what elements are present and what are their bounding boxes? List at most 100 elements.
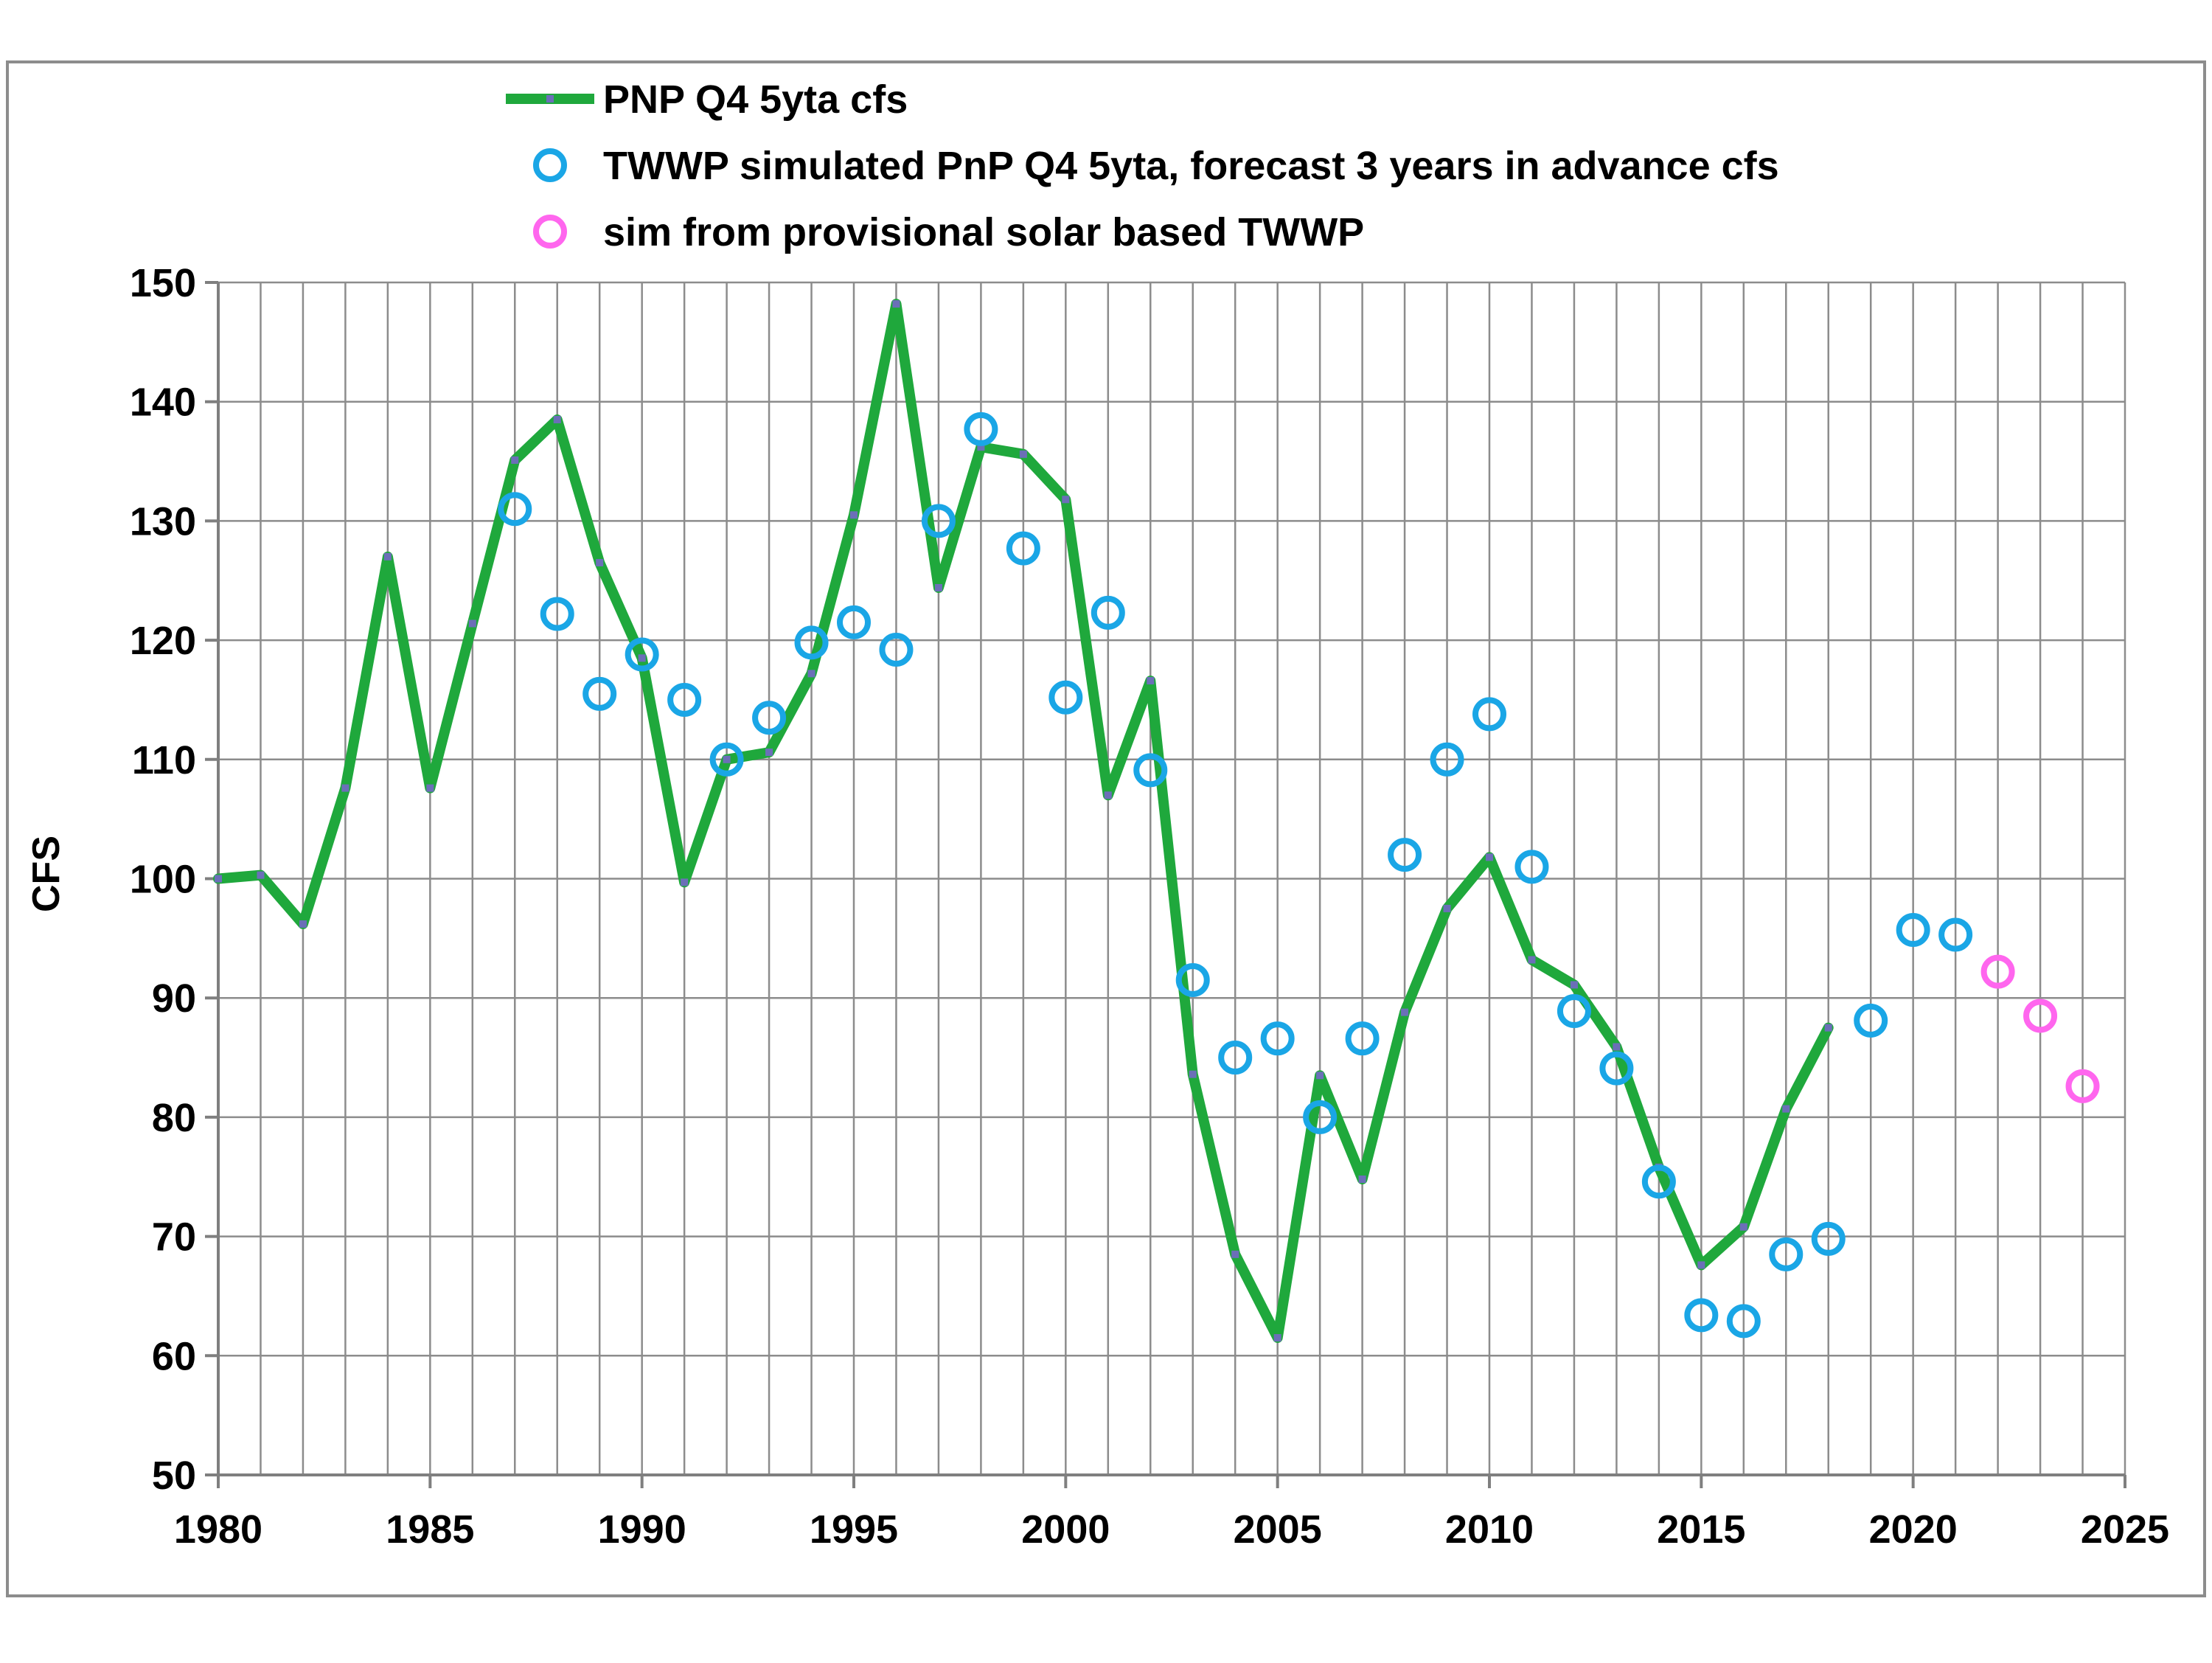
data-point-twwp [625,637,659,672]
x-tick-label: 2000 [1021,1507,1110,1552]
data-point-twwp [1133,753,1168,788]
x-tick-label: 1990 [598,1507,686,1552]
x-tick-label: 2025 [2081,1507,2169,1552]
axes: 50 60 70 80 90 100 110 120 130 140 150 1980 1985 1990… [130,261,2169,1552]
data-point-pnp [1739,1223,1747,1231]
y-tick-label: 120 [130,619,196,663]
data-point-pnp [383,552,392,560]
data-point-twwp [1006,531,1040,566]
data-point-pnp [1316,1072,1324,1080]
data-point-twwp [879,633,914,667]
data-point-pnp [934,583,942,591]
data-point-twwp [1514,850,1549,884]
data-point-twwp [1260,1021,1295,1056]
data-point-pnp [1104,791,1112,799]
data-point-pnp [257,871,265,879]
data-point-pnp [553,415,561,423]
x-tick-label: 1995 [810,1507,898,1552]
data-point-pnp [1824,1024,1832,1032]
y-tick-label: 70 [152,1215,196,1260]
data-point-pnp [1782,1105,1790,1113]
y-tick-label: 110 [132,738,196,782]
data-point-pnp [638,654,646,662]
y-tick-label: 50 [152,1454,196,1498]
y-axis-label: CFS [25,836,68,912]
data-point-twwp [964,412,998,446]
data-point-pnp [807,670,815,678]
data-point-pnp [1019,450,1027,458]
data-point-pnp [596,558,604,566]
data-point-twwp [709,742,744,777]
data-point-pnp [1570,981,1578,989]
data-point-twwp [1048,680,1083,715]
data-point-pnp [977,443,985,451]
data-point-twwp [921,504,956,538]
data-point-twwp [582,676,617,711]
y-tick-label: 80 [152,1096,196,1140]
data-point-twwp [837,605,871,639]
data-point-twwp [1938,917,1973,952]
data-point-twwp [498,492,532,527]
data-point-twwp [1557,993,1591,1028]
data-point-twwp [1896,913,1930,948]
y-tick-label: 150 [130,261,196,305]
x-tick-label: 1980 [174,1507,262,1552]
data-point-twwp [1769,1237,1804,1271]
data-point-pnp [1443,904,1451,912]
data-point-pnp [1401,1008,1409,1016]
data-point-pnp [341,784,349,792]
data-point-provisional [2065,1069,2100,1103]
legend-marker-provisional [533,215,567,249]
data-point-pnp [1273,1334,1281,1342]
data-point-pnp [511,456,519,464]
data-point-pnp [468,619,476,628]
data-point-twwp [1303,1100,1338,1134]
y-tick-label: 100 [130,858,196,902]
data-point-twwp [1599,1051,1634,1086]
x-tick-label: 2005 [1234,1507,1322,1552]
x-tick-label: 1985 [386,1507,474,1552]
y-tick-label: 90 [152,976,196,1021]
data-point-twwp [794,625,829,660]
legend-label: sim from provisional solar based TWWP [603,210,1364,254]
data-point-pnp [426,784,434,792]
data-point-pnp [299,920,307,928]
data-point-twwp [1684,1298,1719,1333]
data-point-pnp [1486,853,1493,861]
data-point-twwp [1811,1221,1846,1256]
data-point-provisional [1980,954,2015,989]
data-point-pnp [765,749,773,757]
data-point-twwp [1472,697,1506,732]
y-tick-label: 130 [130,499,196,544]
data-point-twwp [1218,1041,1253,1075]
y-tick-label: 60 [152,1334,196,1378]
x-tick-label: 2015 [1657,1507,1745,1552]
data-point-pnp [850,511,858,519]
legend: PNP Q4 5yta cfs TWWP simulated PnP Q4 5yt… [506,77,1779,254]
data-point-twwp [1726,1304,1761,1339]
data-point-pnp [215,875,222,883]
legend-marker-pnp [546,95,554,103]
data-point-pnp [723,755,731,763]
data-point-pnp [681,878,689,886]
data-point-twwp [1345,1021,1380,1056]
data-point-twwp [1430,742,1464,777]
data-point-twwp [1641,1164,1676,1199]
data-point-pnp [1697,1261,1705,1269]
data-point-pnp [1231,1250,1239,1258]
data-point-pnp [1189,1070,1197,1078]
data-point-twwp [752,701,787,735]
data-point-pnp [892,300,900,308]
data-point-pnp [1613,1043,1621,1051]
data-point-pnp [1147,677,1155,685]
data-point-twwp [1388,838,1422,872]
data-point-pnp [1528,956,1536,964]
x-tick-label: 2020 [1869,1507,1958,1552]
legend-label: TWWP simulated PnP Q4 5yta, forecast 3 y… [603,144,1779,188]
x-tick-label: 2010 [1445,1507,1534,1552]
y-tick-label: 140 [130,381,196,425]
data-point-provisional [2023,999,2058,1033]
data-point-pnp [1062,496,1070,504]
